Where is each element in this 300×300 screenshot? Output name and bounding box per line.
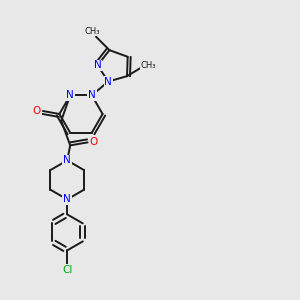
Text: N: N bbox=[88, 90, 96, 100]
Text: O: O bbox=[89, 137, 98, 147]
Text: N: N bbox=[66, 90, 74, 100]
Text: CH₃: CH₃ bbox=[85, 27, 100, 36]
Text: Cl: Cl bbox=[62, 265, 72, 275]
Text: N: N bbox=[104, 76, 112, 86]
Text: N: N bbox=[94, 60, 101, 70]
Text: CH₃: CH₃ bbox=[141, 61, 156, 70]
Text: O: O bbox=[33, 106, 41, 116]
Text: N: N bbox=[63, 194, 71, 204]
Text: N: N bbox=[63, 155, 71, 165]
